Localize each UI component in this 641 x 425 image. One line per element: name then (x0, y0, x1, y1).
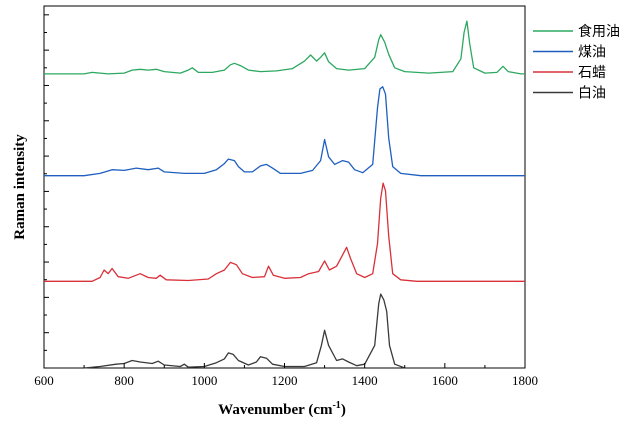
legend-label-3: 白油 (578, 86, 606, 102)
legend-label-1: 煤油 (578, 45, 606, 61)
legend-label-2: 石蜡 (578, 65, 606, 81)
x-tick-label: 1800 (512, 373, 538, 388)
series-line-1 (44, 86, 525, 177)
x-axis-title-end: ) (341, 402, 346, 418)
x-tick-label: 1400 (352, 373, 378, 388)
x-axis: 600 800 1000 1200 1400 1600 1800 (34, 363, 538, 388)
x-tick-label: 1000 (191, 373, 217, 388)
x-tick-label: 800 (114, 373, 134, 388)
x-tick-label: 1200 (272, 373, 298, 388)
x-tick-label: 1600 (432, 373, 458, 388)
x-axis-title-superscript: -1 (332, 400, 340, 411)
legend-label-0: 食用油 (578, 23, 620, 40)
series-layer (44, 20, 525, 369)
x-tick-label: 600 (34, 373, 54, 388)
plot-area-frame (43, 5, 526, 369)
y-axis (44, 14, 49, 351)
series-line-2 (44, 182, 525, 282)
x-axis-title: Wavenumber (cm-1) (218, 400, 346, 418)
series-line-3 (44, 293, 525, 369)
y-axis-title: Raman intensity (12, 134, 28, 240)
series-line-0 (44, 20, 525, 75)
